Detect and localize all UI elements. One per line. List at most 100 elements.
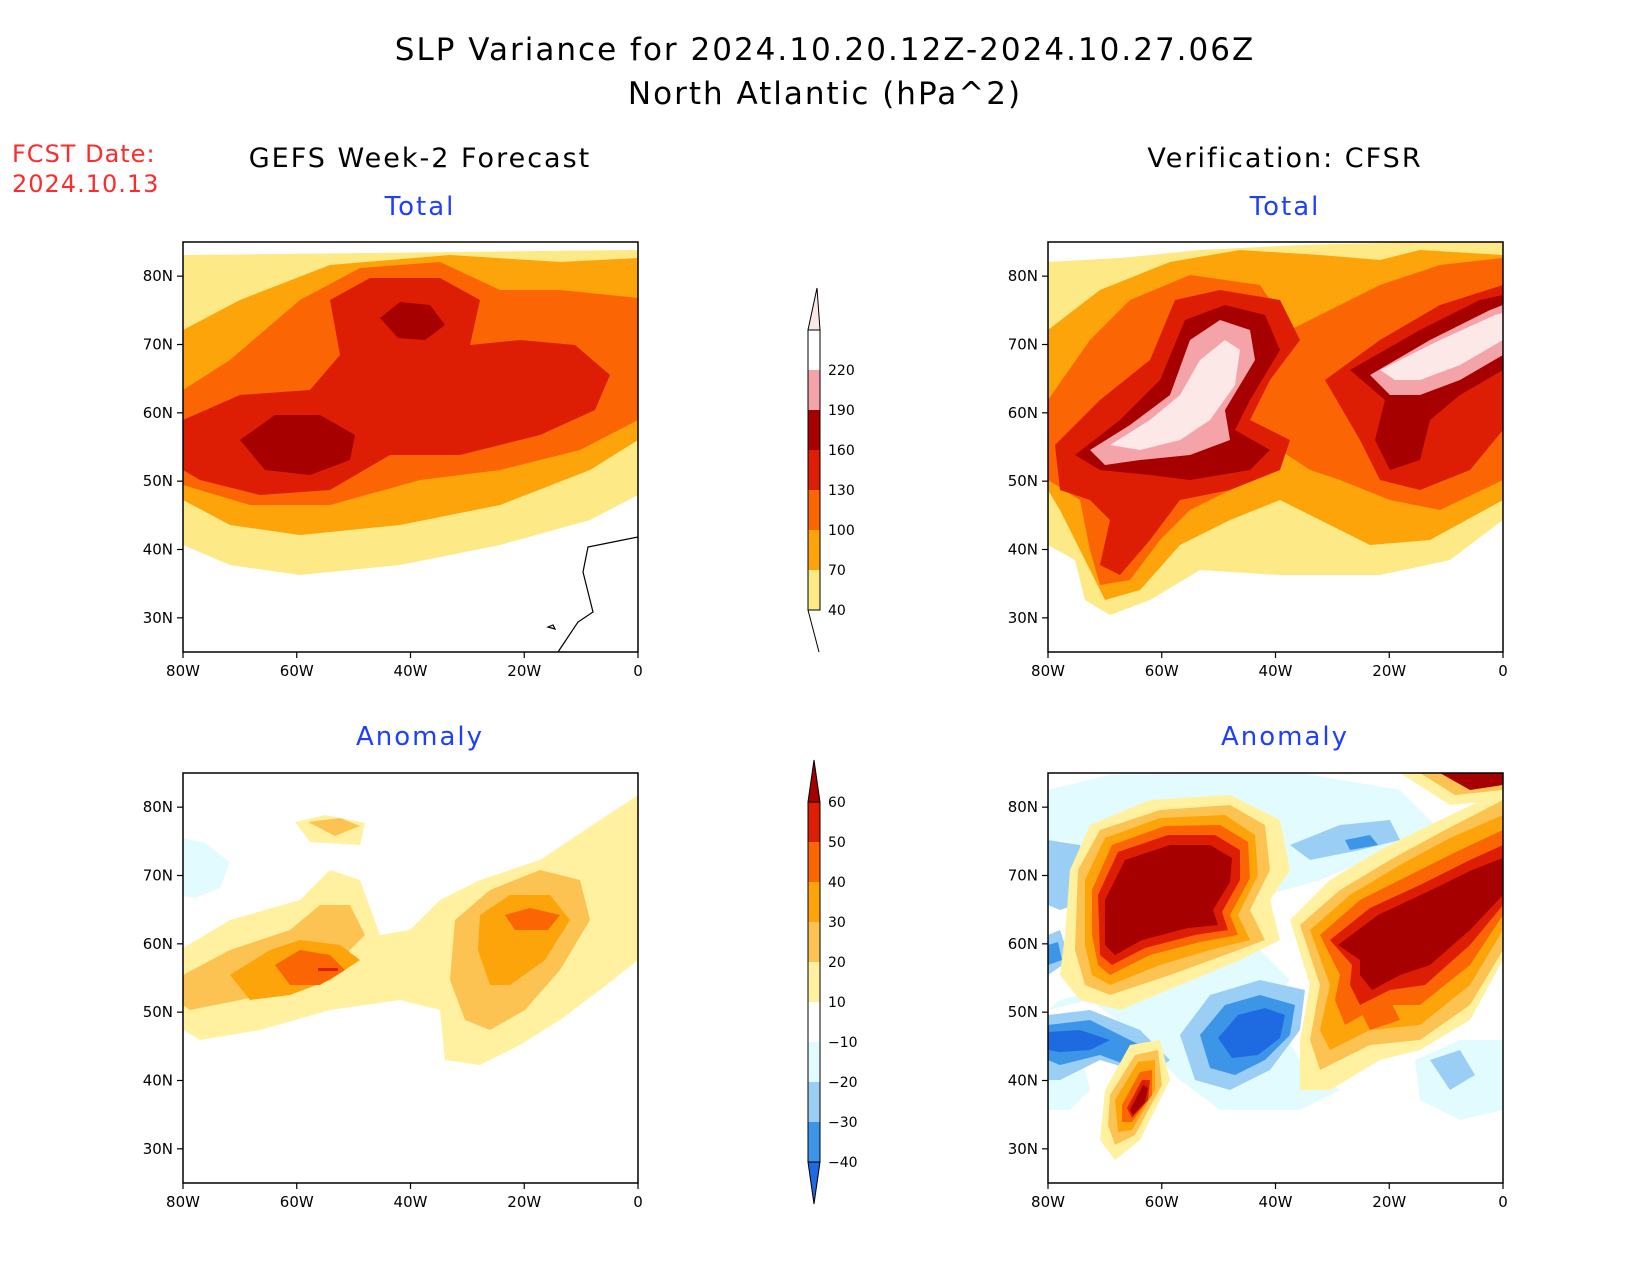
colorbar-anomaly-label: −40 <box>828 1155 858 1171</box>
gefs-total-fill <box>183 250 638 575</box>
lat-tick-label: 30N <box>1008 609 1038 627</box>
lat-tick-label: 50N <box>143 472 173 490</box>
lat-tick-label: 40N <box>1008 541 1038 559</box>
left-column-title: GEFS Week-2 Forecast <box>248 143 592 174</box>
lat-tick-label: 80N <box>143 267 173 285</box>
lon-tick-label: 80W <box>166 1193 200 1211</box>
main-title: SLP Variance for 2024.10.20.12Z-2024.10.… <box>394 32 1256 68</box>
lat-tick-label: 50N <box>1008 1003 1038 1021</box>
lon-tick-label: 80W <box>1031 662 1065 680</box>
colorbar-anomaly-top-cap <box>807 759 821 803</box>
lon-tick-label: 40W <box>394 1193 428 1211</box>
lon-tick-label: 20W <box>507 1193 541 1211</box>
lat-tick-label: 50N <box>143 1003 173 1021</box>
lon-tick-label: 0 <box>633 1193 643 1211</box>
lat-tick-label: 30N <box>143 1140 173 1158</box>
lon-tick-label: 40W <box>394 662 428 680</box>
lon-tick-label: 20W <box>1372 1193 1406 1211</box>
colorbar-total-top-cap <box>807 287 821 331</box>
lat-tick-label: 80N <box>1008 267 1038 285</box>
colorbar-total-bottom-cap <box>807 609 820 653</box>
colorbar-total-label: 160 <box>828 443 855 459</box>
lat-tick-label: 40N <box>143 541 173 559</box>
main-subtitle: North Atlantic (hPa^2) <box>627 76 1023 112</box>
panel-title-top-left: Total <box>384 192 456 222</box>
cfsr-anomaly-fill <box>1048 773 1503 1160</box>
lon-tick-label: 60W <box>280 662 314 680</box>
right-column-title: Verification: CFSR <box>1147 143 1423 174</box>
colorbar-total-label: 190 <box>828 403 855 419</box>
lat-tick-label: 60N <box>1008 935 1038 953</box>
colorbar-total-segment <box>808 370 820 410</box>
colorbar-total-outline <box>807 329 821 611</box>
cfsr-total-fill <box>1048 242 1503 615</box>
colorbar-total-segment <box>808 490 820 530</box>
colorbar-anomaly-label: −10 <box>828 1035 858 1051</box>
lat-tick-label: 30N <box>1008 1140 1038 1158</box>
lat-tick-label: 70N <box>143 336 173 354</box>
lon-tick-label: 80W <box>166 662 200 680</box>
panel-title-bottom-left: Anomaly <box>355 722 485 752</box>
panel-gefs-anomaly <box>183 773 638 1183</box>
colorbar-total-label: 220 <box>828 363 855 379</box>
colorbar-total-label: 40 <box>828 603 846 619</box>
lat-tick-label: 50N <box>1008 472 1038 490</box>
lon-tick-label: 20W <box>507 662 541 680</box>
colorbar-anomaly-label: 30 <box>828 915 846 931</box>
colorbar-anomaly-segment <box>808 802 820 842</box>
colorbar-anomaly-label: 20 <box>828 955 846 971</box>
lon-tick-label: 80W <box>1031 1193 1065 1211</box>
colorbar-anomaly-segment <box>808 1082 820 1122</box>
lat-tick-label: 30N <box>143 609 173 627</box>
colorbar-anomaly-label: −20 <box>828 1075 858 1091</box>
coastlines <box>546 536 639 653</box>
lat-tick-label: 80N <box>143 798 173 816</box>
lat-tick-label: 70N <box>1008 867 1038 885</box>
lon-tick-label: 60W <box>1145 1193 1179 1211</box>
map-frames: 80N 70N 60N 50N 40N 30N 80W 60W 40W 20W 0 80N 70N 60N… <box>143 241 1508 1211</box>
colorbar-anomaly-segment <box>808 1002 820 1042</box>
gefs-anomaly-fill <box>183 795 638 1065</box>
colorbar-total-label: 130 <box>828 483 855 499</box>
coast-segment <box>546 624 557 630</box>
colorbar-anomaly-segment <box>808 962 820 1002</box>
colorbar-total: 40 70 100 130 160 190 220 <box>807 287 855 653</box>
colorbar-total-label: 70 <box>828 563 846 579</box>
lon-tick-label: 0 <box>1498 1193 1508 1211</box>
colorbar-anomaly-label: 60 <box>828 795 846 811</box>
colorbar-anomaly-outline <box>807 801 821 1163</box>
colorbar-anomaly-label: 10 <box>828 995 846 1011</box>
lat-tick-label: 60N <box>143 935 173 953</box>
colorbar-anomaly-segment <box>808 1042 820 1082</box>
colorbar-total-segment <box>808 410 820 450</box>
lon-tick-label: 0 <box>633 662 643 680</box>
panel-title-top-right: Total <box>1249 192 1321 222</box>
colorbar-total-segment <box>808 450 820 490</box>
lon-tick-label: 60W <box>1145 662 1179 680</box>
colorbar-anomaly-segment <box>808 882 820 922</box>
lon-tick-label: 60W <box>280 1193 314 1211</box>
lat-tick-label: 40N <box>143 1072 173 1090</box>
lat-tick-label: 60N <box>1008 404 1038 422</box>
colorbar-anomaly-label: 40 <box>828 875 846 891</box>
coastline-tl <box>546 536 639 653</box>
lon-tick-label: 40W <box>1259 662 1293 680</box>
lat-tick-label: 60N <box>143 404 173 422</box>
colorbar-anomaly-segment <box>808 1122 820 1162</box>
colorbar-anomaly-label: −30 <box>828 1115 858 1131</box>
colorbar-total-label: 100 <box>828 523 855 539</box>
lon-tick-label: 20W <box>1372 662 1406 680</box>
colorbar-anomaly-label: 50 <box>828 835 846 851</box>
colorbar-total-segment <box>808 530 820 570</box>
forecast-date-label: FCST Date: <box>12 140 156 168</box>
panel-gefs-total <box>183 242 638 652</box>
lat-tick-label: 70N <box>1008 336 1038 354</box>
panel-cfsr-total <box>1048 242 1503 652</box>
colorbar-anomaly-segment <box>808 842 820 882</box>
panel-title-bottom-right: Anomaly <box>1220 722 1350 752</box>
lat-tick-label: 70N <box>143 867 173 885</box>
colorbar-anomaly-segment <box>808 922 820 962</box>
colorbar-total-segment <box>808 570 820 610</box>
colorbar-anomaly-bottom-cap <box>807 1161 821 1205</box>
panel-cfsr-anomaly <box>1048 773 1503 1183</box>
